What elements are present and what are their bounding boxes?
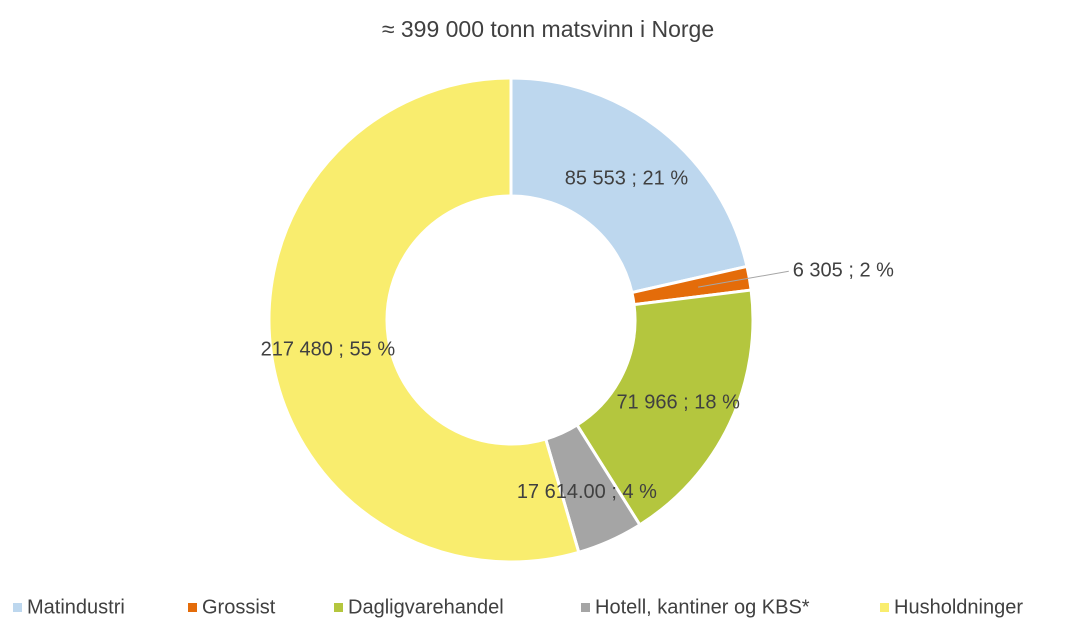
data-label: 6 305 ; 2 % [793,260,894,282]
chart-title: ≈ 399 000 tonn matsvinn i Norge [382,16,714,42]
legend-label: Husholdninger [894,596,1023,618]
legend-swatch [334,603,343,612]
legend-swatch [188,603,197,612]
donut-slice [574,288,755,527]
legend-swatch [880,603,889,612]
leader-line [698,270,789,288]
data-label: 71 966 ; 18 % [616,392,740,414]
legend-swatch [581,603,590,612]
donut-slice [509,76,749,295]
data-label: 217 480 ; 55 % [261,338,396,360]
legend-swatch [13,603,22,612]
donut-slice [267,76,581,564]
legend-label: Dagligvarehandel [348,596,504,618]
legend-label: Grossist [202,596,276,618]
legend-label: Matindustri [27,596,125,618]
data-label: 85 553 ; 21 % [565,168,689,190]
data-label: 17 614.00 ; 4 % [517,481,657,503]
legend-label: Hotell, kantiner og KBS* [595,596,810,618]
